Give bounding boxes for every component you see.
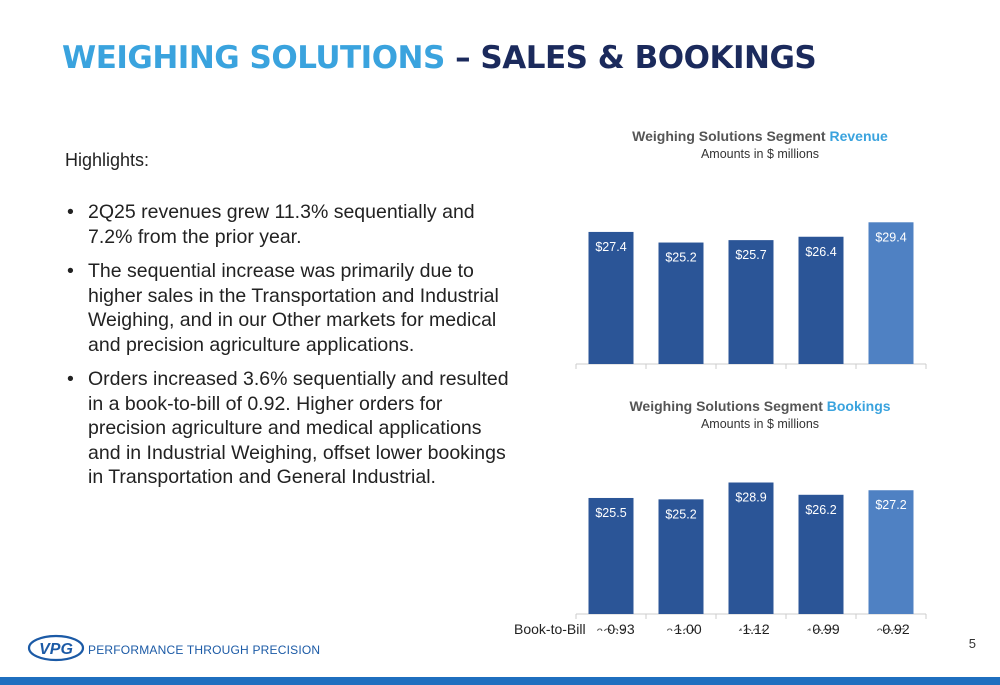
revenue-chart-plot: $27.42Q24$25.23Q24$25.74Q24$26.41Q25$29.… (575, 222, 927, 390)
footer-bar (0, 677, 1000, 685)
book-to-bill-value: 0.92 (882, 621, 910, 637)
page-title-part2: – SALES & BOOKINGS (455, 40, 817, 76)
bookings-bar (658, 499, 704, 614)
revenue-chart-title: Weighing Solutions Segment Revenue (560, 128, 960, 144)
bookings-chart: Weighing Solutions Segment Bookings Amou… (560, 398, 960, 640)
bookings-data-label: $27.2 (875, 498, 906, 512)
vpg-logo-text: VPG (39, 641, 73, 658)
bookings-bar (728, 482, 774, 614)
page-title-part1: WEIGHING SOLUTIONS (62, 40, 445, 76)
book-to-bill-value: 1.00 (674, 621, 702, 637)
bookings-data-label: $25.5 (595, 506, 626, 520)
revenue-data-label: $26.4 (805, 245, 836, 259)
revenue-data-label: $27.4 (595, 240, 626, 254)
bookings-bar (868, 490, 914, 614)
bookings-data-label: $26.2 (805, 503, 836, 517)
bookings-chart-subtitle: Amounts in $ millions (700, 417, 820, 431)
highlights-label: Highlights: (65, 150, 150, 170)
book-to-bill-value: 0.93 (607, 621, 635, 637)
bookings-data-label: $25.2 (665, 507, 696, 521)
tagline: PERFORMANCE THROUGH PRECISION (88, 643, 321, 657)
revenue-data-label: $25.7 (735, 248, 766, 262)
book-to-bill-label: Book-to-Bill (514, 621, 586, 637)
revenue-bar (728, 240, 774, 364)
revenue-bar (868, 222, 914, 364)
revenue-bar (588, 231, 634, 364)
bookings-bar (798, 494, 844, 614)
page-number: 5 (968, 636, 976, 651)
revenue-chart-title-accent: Revenue (829, 128, 888, 144)
bookings-chart-plot: $25.52Q24$25.23Q24$28.94Q24$26.21Q25$27.… (575, 482, 927, 640)
bookings-chart-title-text: Weighing Solutions Segment (629, 398, 823, 414)
revenue-chart-subtitle: Amounts in $ millions (700, 147, 820, 161)
highlight-bullet: The sequential increase was primarily du… (65, 259, 515, 357)
highlight-bullet: Orders increased 3.6% sequentially and r… (65, 367, 515, 490)
book-to-bill-value: 1.12 (742, 621, 770, 637)
book-to-bill-value: 0.99 (812, 621, 840, 637)
revenue-chart-title-text: Weighing Solutions Segment (632, 128, 826, 144)
page-title: WEIGHING SOLUTIONS – SALES & BOOKINGS (62, 40, 817, 76)
vpg-logo: VPG (26, 632, 86, 669)
revenue-data-label: $29.4 (875, 230, 906, 244)
highlight-bullet: 2Q25 revenues grew 11.3% sequentially an… (65, 200, 515, 249)
bookings-bar (588, 497, 634, 614)
revenue-chart: Weighing Solutions Segment Revenue Amoun… (560, 128, 960, 390)
revenue-bar (658, 242, 704, 364)
revenue-bar (798, 236, 844, 364)
revenue-data-label: $25.2 (665, 251, 696, 265)
highlights-list: 2Q25 revenues grew 11.3% sequentially an… (65, 200, 515, 500)
bookings-data-label: $28.9 (735, 491, 766, 505)
bookings-chart-title-accent: Bookings (826, 398, 891, 414)
bookings-chart-title: Weighing Solutions Segment Bookings (560, 398, 960, 414)
